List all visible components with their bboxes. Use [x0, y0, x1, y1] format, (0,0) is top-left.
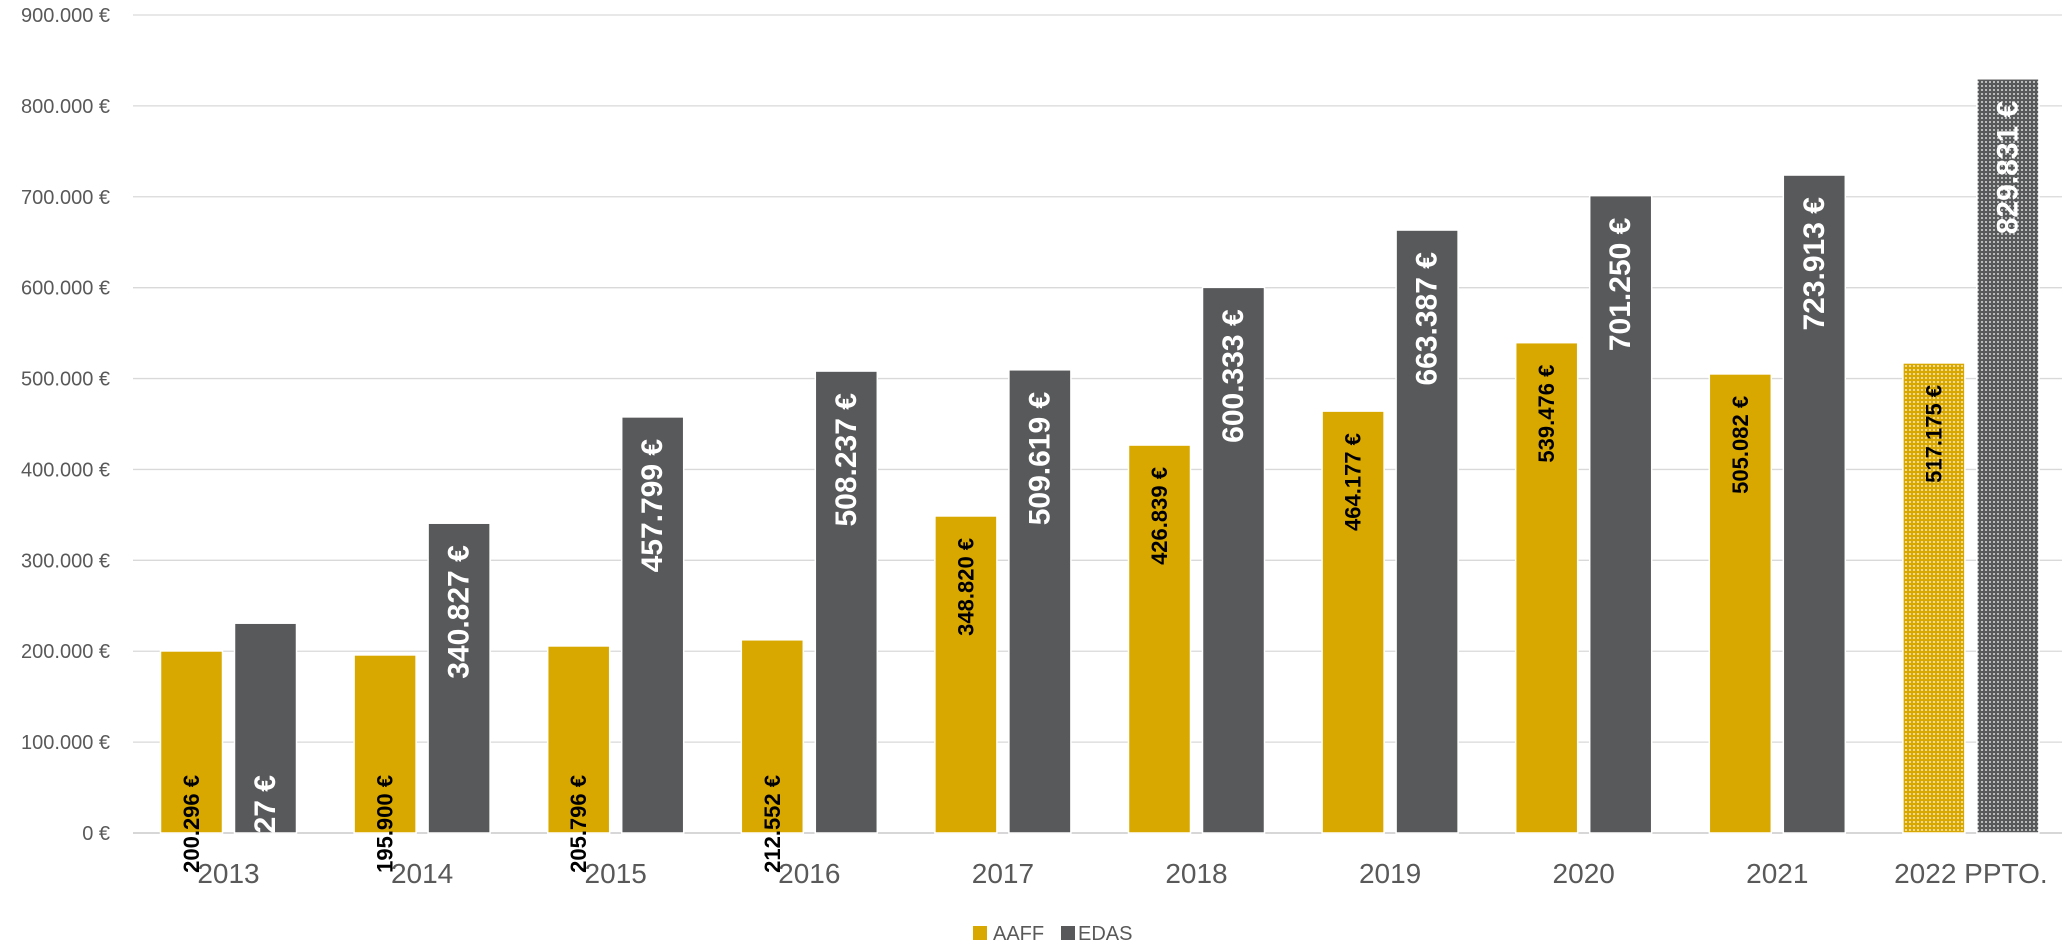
legend-swatch-aaff	[973, 926, 987, 940]
legend-label-edas: EDAS	[1078, 923, 1132, 945]
bar-aaff-2019	[1321, 410, 1385, 834]
x-tick-label: 2019	[1359, 858, 1421, 889]
data-label-aaff-2015: 205.796 €	[566, 775, 591, 873]
data-label-edas-2013: 230.827 €	[249, 775, 282, 909]
data-label-aaff-2014: 195.900 €	[373, 775, 398, 873]
data-label-edas-2022-ppto-: 829.831 €	[1991, 100, 2024, 234]
x-axis-tick-labels: 2013 2014 2015 2016 2017 2018 2019 2020 2021 2022…	[197, 858, 2047, 889]
data-label-aaff-2021: 505.082 €	[1728, 396, 1753, 494]
data-label-aaff-2016: 212.552 €	[760, 775, 785, 873]
bar-edas-2017	[1008, 369, 1072, 834]
data-label-aaff-2017: 348.820 €	[953, 538, 978, 636]
bar-edas-2021	[1782, 174, 1847, 834]
bar-aaff-2015	[546, 645, 611, 834]
bar-edas-2019	[1395, 229, 1459, 834]
data-label-edas-2021: 723.913 €	[1798, 197, 1831, 331]
data-label-aaff-2020: 539.476 €	[1534, 365, 1559, 463]
bar-aaff-2016	[740, 639, 805, 834]
y-tick-label: 100.000 €	[21, 732, 110, 754]
bar-edas-2020	[1588, 194, 1653, 834]
y-tick-label: 0 €	[82, 823, 110, 845]
legend-swatch-edas	[1061, 926, 1075, 940]
data-label-edas-2015: 457.799 €	[636, 439, 669, 573]
y-tick-label: 400.000 €	[21, 459, 110, 481]
legend: AAFF EDAS	[973, 923, 1132, 945]
data-label-edas-2019: 663.387 €	[1411, 252, 1444, 386]
x-tick-label: 2018	[1165, 858, 1227, 889]
data-label-aaff-2022-ppto-: 517.175 €	[1921, 385, 1946, 483]
data-label-edas-2020: 701.250 €	[1604, 217, 1637, 351]
x-tick-label: 2014	[391, 858, 453, 889]
y-tick-label: 200.000 €	[21, 641, 110, 663]
y-axis-tick-labels: 0 € 100.000 € 200.000 € 300.000 € 400.000 € 5…	[21, 5, 110, 845]
data-label-aaff-2018: 426.839 €	[1147, 467, 1172, 565]
x-tick-label: 2017	[972, 858, 1034, 889]
y-tick-label: 600.000 €	[21, 278, 110, 300]
data-label-edas-2017: 509.619 €	[1023, 392, 1056, 526]
bar-edas-2015	[620, 416, 685, 834]
legend-label-aaff: AAFF	[993, 923, 1044, 945]
y-tick-label: 500.000 €	[21, 369, 110, 391]
bar-aaff-2017	[934, 515, 998, 834]
data-label-aaff-2019: 464.177 €	[1341, 433, 1366, 531]
bar-aaff-2020	[1514, 341, 1579, 834]
y-tick-label: 300.000 €	[21, 550, 110, 572]
gridlines	[133, 14, 2062, 834]
x-tick-label: 2021	[1746, 858, 1808, 889]
bar-edas-2013	[233, 622, 298, 834]
bar-edas-2014	[427, 522, 491, 834]
x-tick-label: 2013	[197, 858, 259, 889]
data-label-edas-2016: 508.237 €	[830, 393, 863, 527]
y-tick-label: 900.000 €	[21, 5, 110, 27]
y-tick-label: 800.000 €	[21, 96, 110, 118]
bar-edas-2016	[814, 370, 879, 834]
data-label-edas-2018: 600.333 €	[1217, 309, 1250, 443]
bar-aaff-2014	[353, 654, 417, 834]
bar-edas-2022-ppto-	[1976, 78, 2040, 834]
x-tick-label: 2016	[778, 858, 840, 889]
x-tick-label: 2020	[1553, 858, 1615, 889]
data-label-aaff-2013: 200.296 €	[179, 775, 204, 873]
data-label-edas-2014: 340.827 €	[443, 545, 476, 679]
bar-aaff-2013	[159, 650, 224, 834]
bar-edas-2018	[1201, 286, 1266, 834]
bar-aaff-2018	[1127, 444, 1192, 834]
bar-aaff-2021	[1708, 373, 1773, 834]
x-tick-label: 2015	[585, 858, 647, 889]
x-tick-label: 2022 PPTO.	[1894, 858, 2048, 889]
bar-aaff-2022-ppto-	[1902, 362, 1966, 834]
bars: 200.296 € 230.827 € 195.900 € 340.827 € 205.…	[159, 78, 2040, 909]
y-tick-label: 700.000 €	[21, 187, 110, 209]
